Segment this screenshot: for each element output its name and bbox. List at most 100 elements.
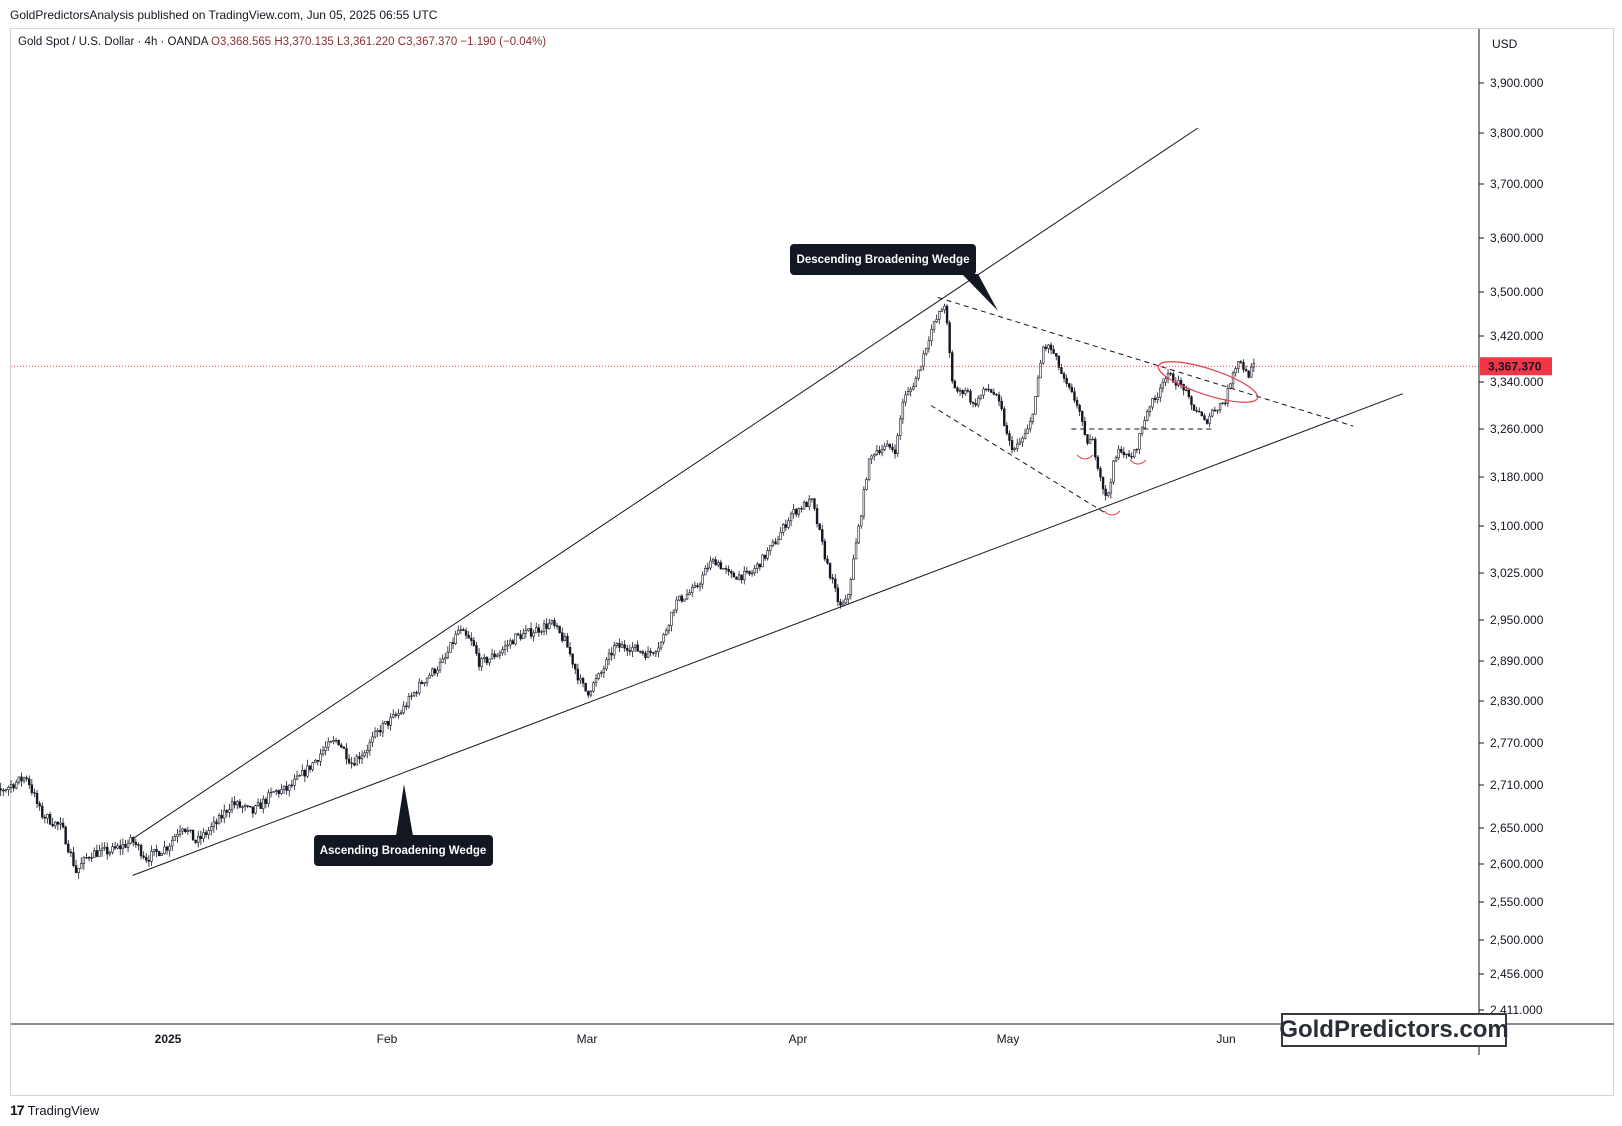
candle — [1016, 438, 1019, 452]
candle — [784, 519, 788, 531]
candle — [610, 647, 613, 661]
candle — [1169, 371, 1172, 377]
candle — [106, 842, 109, 860]
candle — [644, 650, 647, 661]
candle — [433, 667, 437, 676]
candle — [7, 785, 10, 796]
candle — [342, 746, 346, 749]
candle — [171, 835, 174, 852]
candle — [1213, 406, 1217, 412]
candle — [503, 640, 507, 656]
candle — [85, 852, 88, 860]
candle — [363, 749, 366, 758]
candle — [779, 527, 782, 540]
candle — [519, 629, 522, 641]
candle — [217, 812, 221, 825]
candle — [496, 653, 499, 658]
candle — [1161, 378, 1165, 393]
candle — [1179, 377, 1183, 389]
candle — [355, 753, 359, 766]
candle — [896, 432, 899, 457]
breakout-ellipse — [1157, 361, 1259, 403]
candle — [1005, 422, 1009, 436]
candle — [667, 624, 671, 635]
candle — [295, 770, 299, 781]
y-tick-label: 2,710.000 — [1490, 778, 1544, 792]
candle — [743, 566, 746, 585]
candle — [917, 369, 920, 381]
candle — [1018, 437, 1022, 446]
open-value: O3,368.565 — [211, 36, 272, 48]
candle — [95, 844, 99, 858]
candle — [875, 445, 879, 456]
candle — [836, 584, 840, 607]
candle — [878, 445, 881, 456]
candle — [33, 788, 36, 798]
candle — [1052, 345, 1055, 355]
candle — [459, 625, 463, 634]
candle — [1060, 363, 1063, 375]
candle — [1237, 361, 1240, 373]
candle — [155, 844, 158, 858]
candle — [818, 523, 821, 531]
candle — [1114, 455, 1118, 463]
candle — [620, 640, 624, 648]
candle — [1148, 405, 1152, 417]
candle — [808, 495, 811, 511]
candle — [111, 843, 114, 855]
candle — [831, 574, 834, 584]
candle — [566, 633, 569, 648]
candle — [1133, 449, 1136, 459]
candle — [1122, 447, 1126, 458]
candle — [797, 507, 801, 518]
candle — [64, 825, 67, 845]
symbol-label[interactable]: Gold Spot / U.S. Dollar · 4h · OANDA — [18, 36, 208, 48]
candle — [259, 798, 262, 809]
candle — [823, 538, 827, 562]
candle — [719, 559, 723, 570]
candle — [826, 555, 829, 565]
candle — [1023, 428, 1027, 440]
candle — [347, 754, 351, 765]
candle — [945, 304, 949, 326]
candle — [787, 517, 790, 530]
candle — [633, 644, 637, 653]
candle — [935, 314, 938, 324]
candle — [730, 569, 733, 579]
candle — [246, 804, 249, 809]
y-tick-label: 2,830.000 — [1490, 694, 1544, 708]
candle — [555, 622, 559, 630]
candle — [865, 477, 868, 491]
candle — [290, 779, 294, 789]
candle — [727, 565, 730, 576]
candle — [412, 691, 416, 698]
candle — [1151, 397, 1154, 411]
candle — [178, 825, 182, 838]
candle — [233, 796, 236, 809]
candle — [262, 795, 265, 814]
candle — [319, 748, 322, 766]
candle — [870, 454, 873, 465]
candle — [306, 759, 309, 778]
candle — [847, 593, 850, 604]
candle — [740, 574, 743, 584]
candle — [584, 682, 587, 692]
candle — [256, 798, 260, 807]
y-tick-label: 3,800.000 — [1490, 126, 1544, 140]
candle — [722, 567, 725, 570]
candle — [152, 849, 156, 857]
candle — [626, 644, 629, 657]
candle — [1218, 402, 1222, 414]
candle — [735, 576, 738, 580]
candle — [399, 709, 403, 715]
candle — [805, 500, 808, 507]
y-tick-label: 3,420.000 — [1490, 329, 1544, 343]
candle — [441, 654, 444, 664]
candle — [802, 500, 806, 510]
candle — [288, 784, 291, 797]
candle — [1065, 374, 1068, 387]
candle — [1211, 408, 1214, 418]
candle — [813, 497, 816, 511]
candle — [173, 833, 177, 841]
